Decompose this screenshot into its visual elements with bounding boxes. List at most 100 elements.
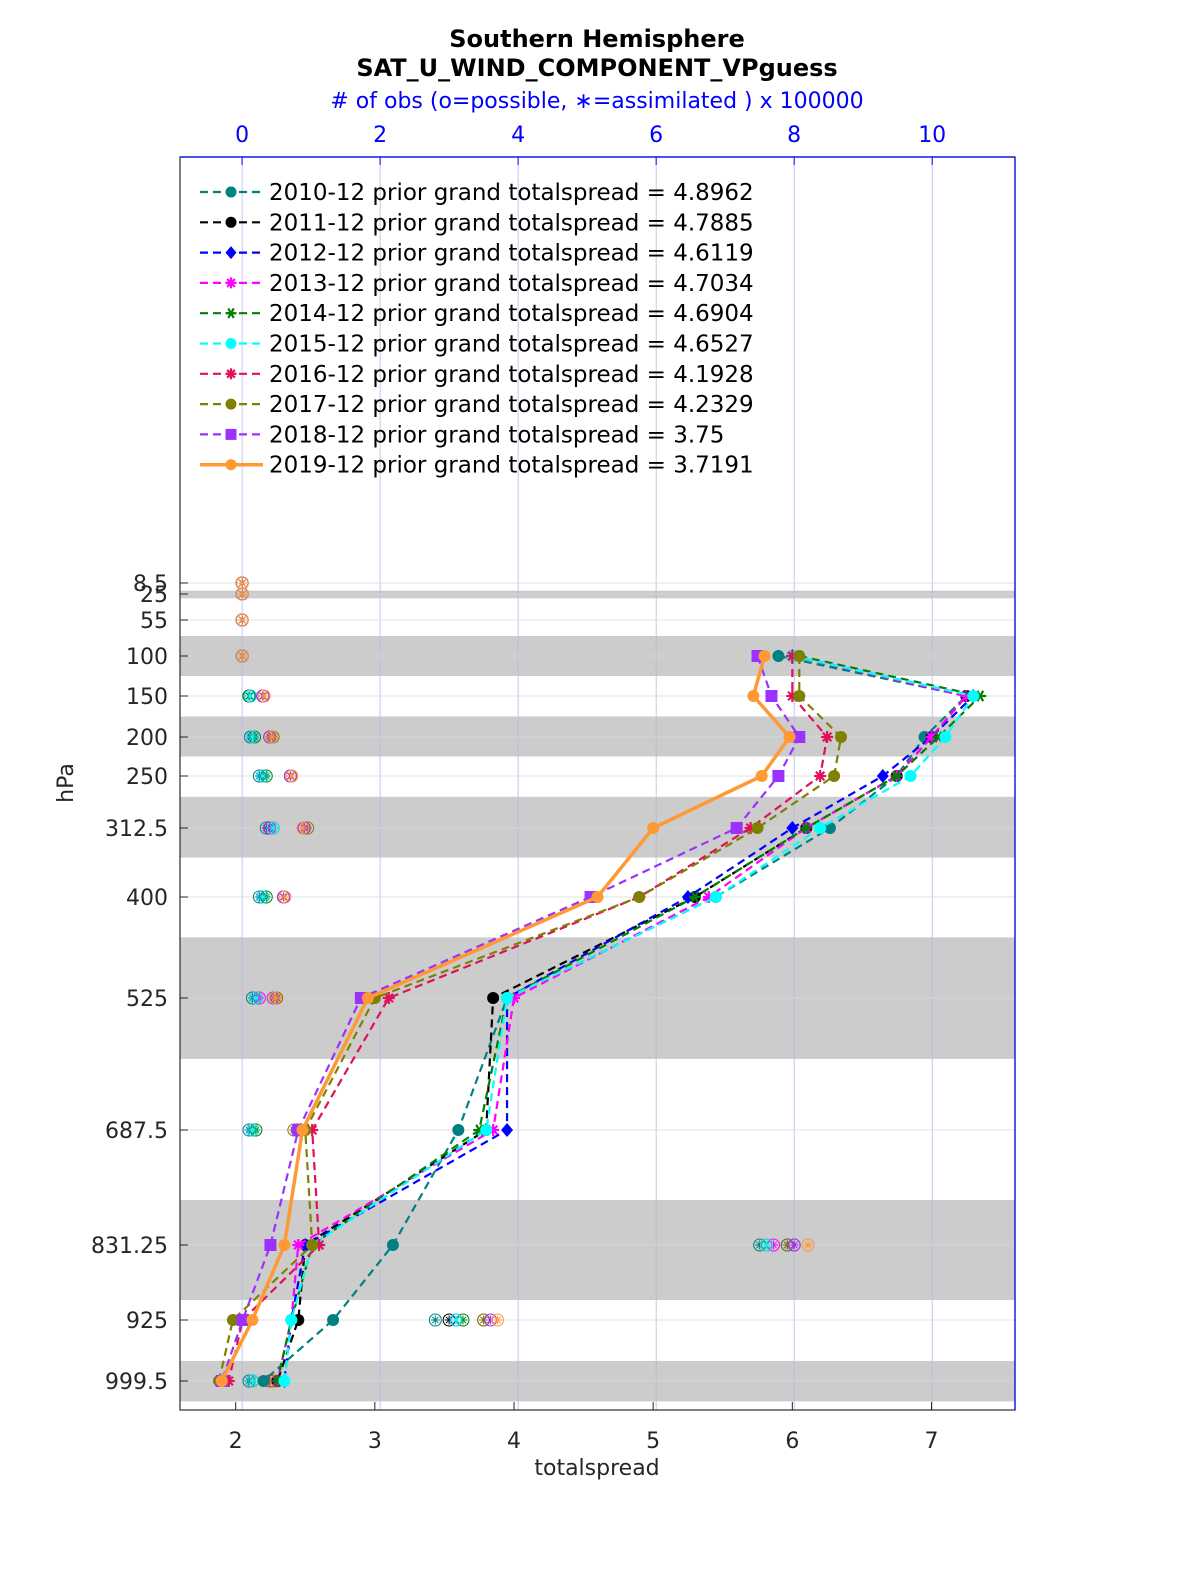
obs-assimilated-marker: [280, 892, 290, 902]
data-point: [327, 1314, 340, 1326]
obs-assimilated-marker: [762, 1240, 772, 1250]
y-tick-label: 55: [140, 609, 168, 634]
x-tick-label: 6: [785, 1429, 799, 1454]
obs-assimilated-stroke: [238, 579, 246, 587]
obs-assimilated-marker: [251, 993, 261, 1003]
legend-marker-stroke: [226, 369, 236, 379]
data-point: [890, 770, 903, 782]
data-point-stroke: [273, 1375, 282, 1387]
y-tick-label: 925: [126, 1309, 168, 1334]
obs-assimilated-marker: [267, 732, 277, 742]
data-point: [747, 690, 760, 702]
data-point: [386, 1239, 399, 1251]
data-point-stroke: [383, 992, 394, 1004]
data-point: [278, 1375, 291, 1387]
data-point: [939, 731, 952, 743]
data-point: [904, 770, 917, 782]
obs-assimilated-stroke: [248, 1126, 256, 1134]
y-tick-label: 25: [140, 583, 168, 608]
data-point: [292, 1239, 305, 1251]
obs-assimilated-marker: [268, 823, 278, 833]
data-point: [361, 992, 374, 1004]
legend-marker: [225, 428, 237, 440]
chart-subtitle: SAT_U_WIND_COMPONENT_VPguess: [356, 54, 837, 82]
data-point-stroke: [815, 770, 826, 782]
data-point: [257, 1375, 270, 1387]
obs-assimilated-marker: [247, 732, 257, 742]
data-point: [793, 690, 806, 702]
legend-marker: [225, 398, 237, 410]
data-point-stroke: [926, 731, 937, 743]
top-axis-label: # of obs (o=possible, ∗=assimilated ) x …: [330, 89, 863, 114]
data-point: [828, 770, 841, 782]
data-point: [772, 770, 785, 782]
legend-marker-stroke: [227, 307, 235, 319]
shaded-layers: [180, 590, 1015, 1402]
data-point: [480, 1124, 493, 1136]
obs-possible-marker: [235, 587, 249, 601]
obs-possible-marker: [296, 821, 310, 835]
x-axis-label: totalspread: [534, 1456, 659, 1481]
series-line: [262, 654, 969, 1382]
obs-assimilated-marker: [258, 892, 268, 902]
legend-label: 2013-12 prior grand totalspread = 4.7034: [269, 271, 754, 297]
y-tick-label: 687.5: [105, 1119, 168, 1144]
series-lines: [212, 649, 987, 1388]
obs-assimilated-stroke: [763, 1241, 771, 1249]
data-point: [226, 1314, 239, 1326]
shaded-layer: [180, 590, 1015, 599]
data-point: [285, 1314, 298, 1326]
legend-label: 2019-12 prior grand totalspread = 3.7191: [269, 453, 754, 479]
obs-assimilated-stroke: [259, 893, 267, 901]
data-point: [758, 650, 771, 662]
data-point: [501, 1123, 514, 1137]
legend-label: 2017-12 prior grand totalspread = 4.2329: [269, 392, 754, 418]
shaded-layer: [180, 716, 1015, 757]
obs-assimilated-stroke: [248, 1377, 256, 1385]
data-point-stroke: [802, 822, 811, 834]
data-point: [487, 992, 500, 1004]
top-tick-label: 2: [373, 123, 387, 148]
y-tick-label: 150: [126, 685, 168, 710]
data-point: [800, 822, 813, 834]
observation-markers: [235, 576, 815, 1388]
obs-possible-marker: [266, 821, 280, 835]
data-point-stroke: [892, 770, 901, 782]
legend-marker: [225, 307, 237, 319]
obs-assimilated-stroke: [259, 772, 267, 780]
data-point: [236, 1314, 249, 1326]
y-tick-label: 312.5: [105, 817, 168, 842]
data-point: [591, 891, 604, 903]
y-axis-label: hPa: [54, 763, 79, 803]
obs-possible-marker: [787, 1238, 801, 1252]
legend-marker: [225, 216, 237, 228]
legend-marker: [225, 459, 237, 471]
data-point: [278, 1239, 291, 1251]
y-tick-label: 100: [126, 645, 168, 670]
x-tick-label: 4: [507, 1429, 521, 1454]
legend-label: 2018-12 prior grand totalspread = 3.75: [269, 422, 724, 448]
y-tick-label: 525: [126, 987, 168, 1012]
y-tick-label: 250: [126, 765, 168, 790]
y-tick-label: 400: [126, 886, 168, 911]
legend-label: 2012-12 prior grand totalspread = 4.6119: [269, 241, 754, 267]
obs-assimilated-stroke: [299, 824, 307, 832]
obs-assimilated-stroke: [288, 772, 296, 780]
data-point: [876, 769, 889, 783]
obs-assimilated-stroke: [459, 1316, 467, 1324]
obs-possible-marker: [801, 1238, 815, 1252]
y-tick-label: 200: [126, 726, 168, 751]
data-point: [382, 992, 395, 1004]
data-point: [793, 650, 806, 662]
obs-possible-marker: [285, 769, 299, 783]
obs-assimilated-marker: [259, 691, 269, 701]
obs-possible-marker: [265, 730, 279, 744]
obs-possible-marker: [278, 890, 292, 904]
shaded-layer: [180, 796, 1015, 858]
legend-label: 2016-12 prior grand totalspread = 4.1928: [269, 362, 754, 388]
data-point: [835, 731, 848, 743]
obs-assimilated-marker: [451, 1315, 461, 1325]
obs-possible-marker: [249, 991, 263, 1005]
